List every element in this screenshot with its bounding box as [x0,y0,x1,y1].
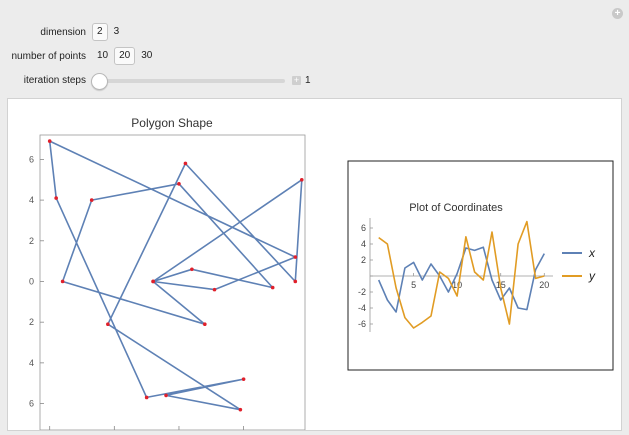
polygon-vertex [293,279,298,284]
polygon-vertex [60,279,65,284]
num-points-option-20[interactable]: 20 [114,47,136,65]
polygon-y-tick-label: 2 [29,317,34,327]
polygon-y-tick-label: 6 [29,154,34,164]
coord-y-tick-label: 4 [361,239,366,249]
polygon-vertex [151,279,155,284]
iteration-slider-track[interactable] [95,79,285,83]
polygon-vertex [106,322,110,327]
polygon-y-tick-label: 4 [29,195,34,205]
polygon-y-tick-label: 2 [29,236,34,246]
polygon-vertex [241,377,246,381]
polygon-vertex [203,322,207,327]
polygon-y-tick-label: 6 [29,399,34,409]
coord-y-tick-label: 2 [361,255,366,265]
coord-y-tick-label: -2 [358,287,366,297]
polygon-vertex [164,393,168,398]
slider-expand-icon[interactable]: + [292,75,301,85]
coord-x-tick-label: 5 [411,280,416,290]
iteration-slider-thumb[interactable] [91,73,108,90]
num-points-selector: 10 20 30 [92,47,158,65]
polygon-plot-points [47,139,304,412]
polygon-vertex [293,255,298,259]
coord-y-tick-label: -4 [358,303,366,313]
dimension-option-3[interactable]: 3 [113,26,120,37]
polygon-vertex [89,198,94,202]
num-points-option-30[interactable]: 30 [141,50,153,61]
polygon-plot-frame [39,134,306,430]
polygon-vertex [177,182,181,186]
coord-series-y-line [378,220,545,329]
legend-y-label: y [588,269,596,283]
polygon-vertex [54,196,58,200]
dimension-option-2[interactable]: 2 [92,23,108,41]
polygon-vertex [183,161,188,166]
iteration-label: iteration steps [23,75,86,86]
dimension-selector: 2 3 [92,23,125,41]
coord-plot-box [347,160,614,371]
coord-plot-title: Plot of Coordinates [409,202,503,214]
coord-y-tick-label: -6 [358,319,366,329]
coord-x-tick-label: 10 [452,280,462,290]
polygon-plot-ticks: -4-2026420246 [29,154,244,430]
polygon-vertex [238,407,243,412]
output-panel: Polygon Shape -4 -2 0 2 6 4 20 2 4 6 Plot of Coor… [7,98,622,431]
legend-x-label: x [588,246,596,260]
polygon-vertex [190,267,194,272]
dimension-label: dimension [40,27,86,38]
num-points-option-10[interactable]: 10 [97,50,109,61]
coord-series-x-line [377,246,546,313]
plots-canvas: Polygon Shape -4 -2 0 2 6 4 20 2 4 6 Plot of Coor… [29,116,614,430]
polygon-vertex [299,177,304,182]
polygon-vertex [144,395,149,400]
add-panel-icon[interactable]: + [612,8,623,19]
coord-plot-lines [377,220,546,329]
polygon-vertex [270,285,275,290]
polygon-edge-path [48,140,303,411]
coord-x-tick-label: 20 [539,280,549,290]
coord-plot-legend: xy [562,246,596,283]
coord-y-tick-label: 6 [361,223,366,233]
polygon-y-tick-label: 4 [29,358,34,368]
polygon-plot-title: Polygon Shape [131,116,213,130]
polygon-vertex [212,287,217,292]
iteration-value: 1 [305,75,311,86]
polygon-vertex [47,139,52,143]
num-points-label: number of points [11,51,87,62]
polygon-y-tick-label: 0 [29,276,34,286]
polygon-plot-lines [48,140,303,411]
